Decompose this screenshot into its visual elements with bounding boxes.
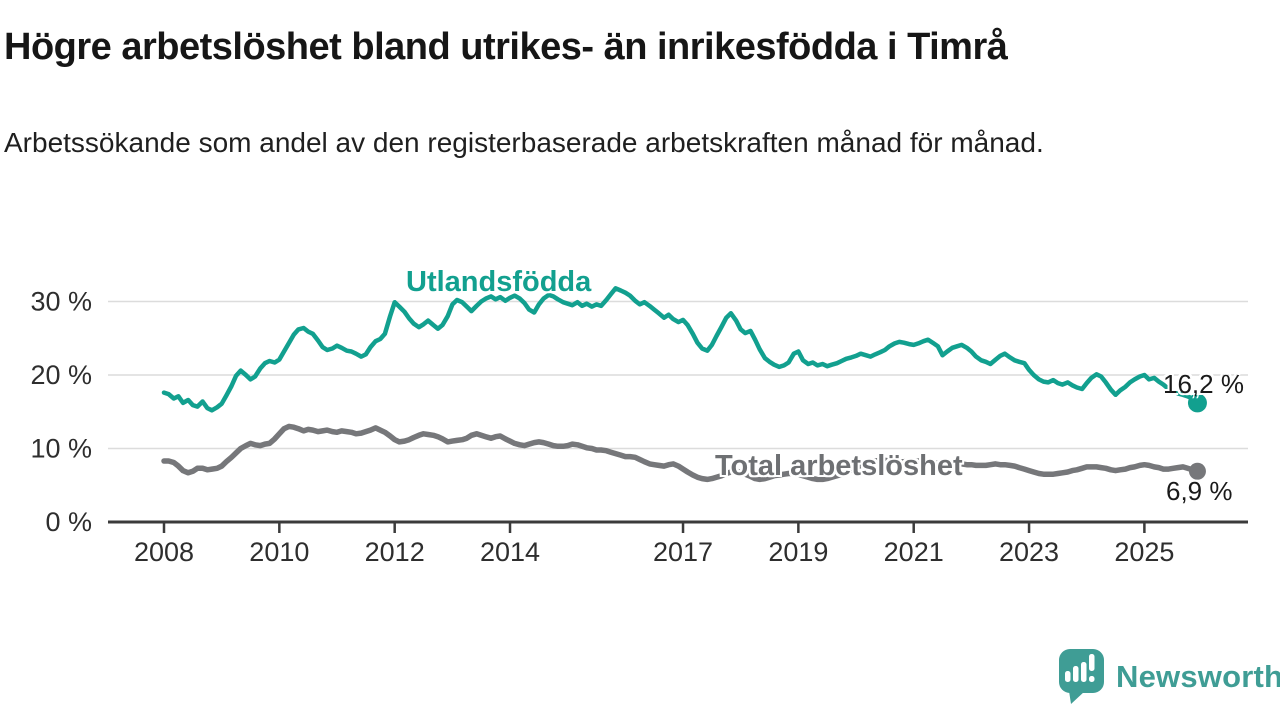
x-axis-tick-label: 2010 xyxy=(249,537,309,567)
x-axis-tick-label: 2014 xyxy=(480,537,540,567)
newsworthy-logo-text: Newsworthy xyxy=(1116,658,1280,694)
end-value-utlandsfodda: 16,2 % xyxy=(1163,369,1244,399)
series-end-dot-0 xyxy=(1187,393,1207,413)
x-axis-tick-label: 2019 xyxy=(768,537,828,567)
series-end-dot-1 xyxy=(1188,462,1206,480)
x-axis-tick-label: 2021 xyxy=(884,537,944,567)
x-axis-tick-label: 2025 xyxy=(1114,537,1174,567)
series-label-utlandsfodda: Utlandsfödda xyxy=(406,266,592,298)
chart-subtitle: Arbetssökande som andel av den registerb… xyxy=(4,127,1044,158)
y-axis-tick-label: 0 % xyxy=(45,507,92,537)
y-axis-tick-label: 30 % xyxy=(30,287,92,317)
x-axis-tick-label: 2017 xyxy=(653,537,713,567)
series-line-0 xyxy=(161,286,1200,413)
x-axis-tick-label: 2008 xyxy=(134,537,194,567)
y-axis-tick-label: 20 % xyxy=(30,360,92,390)
newsworthy-logo-icon xyxy=(1059,649,1104,704)
series-label-total-arbetsloshet: Total arbetslöshet xyxy=(715,450,963,482)
chart-title: Högre arbetslöshet bland utrikes- än inr… xyxy=(4,26,1008,68)
series-line-1 xyxy=(161,423,1201,483)
x-axis-tick-label: 2012 xyxy=(365,537,425,567)
y-axis-tick-label: 10 % xyxy=(30,434,92,464)
newsworthy-logo: Newsworthy xyxy=(1057,648,1280,705)
x-axis-tick-label: 2023 xyxy=(999,537,1059,567)
end-value-total-arbetsloshet: 6,9 % xyxy=(1166,476,1233,506)
